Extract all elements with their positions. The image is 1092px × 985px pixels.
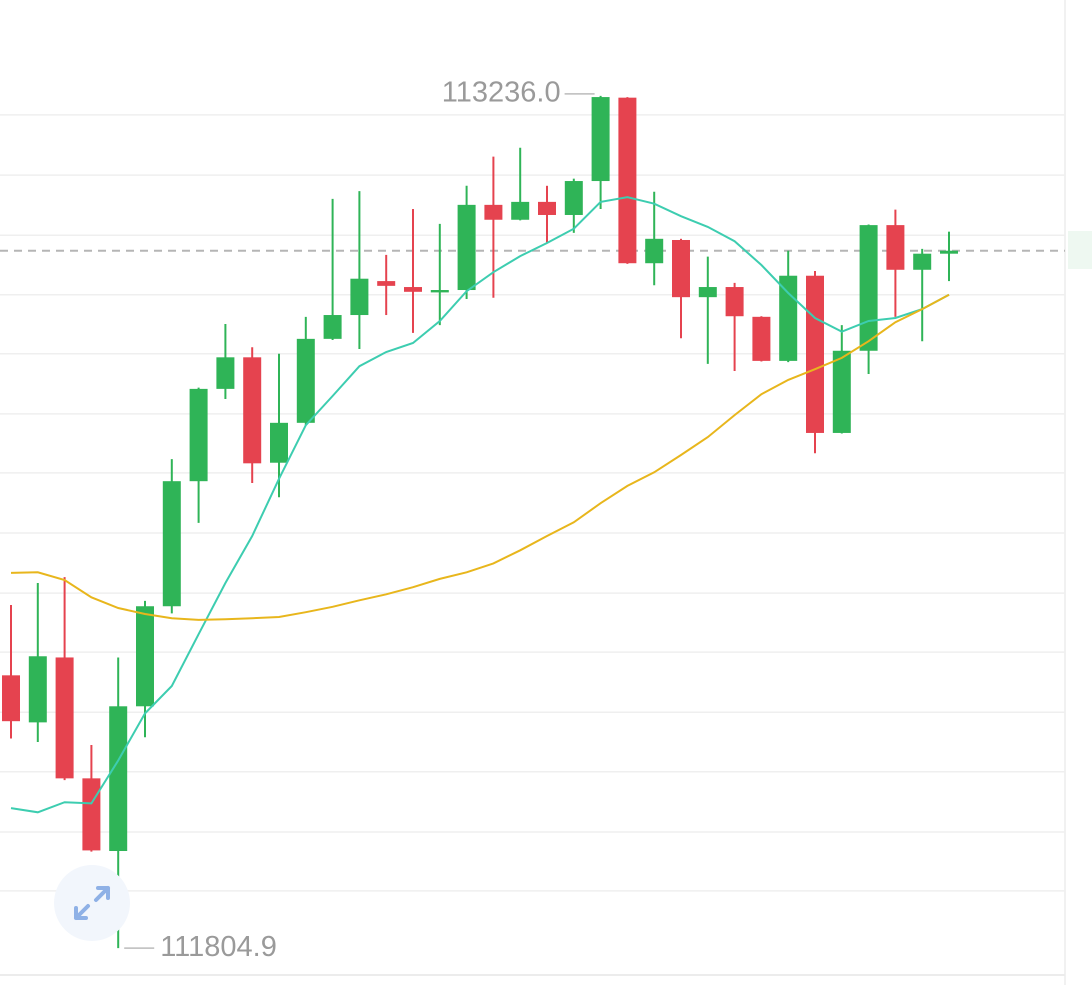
candle-body xyxy=(511,201,530,220)
candle-body xyxy=(216,357,235,389)
expand-icon[interactable] xyxy=(74,886,110,920)
candle-body xyxy=(430,290,449,293)
expand-bg[interactable] xyxy=(54,865,130,941)
candle-body xyxy=(752,316,771,361)
candle-body xyxy=(591,97,610,182)
candle-body xyxy=(725,287,744,317)
moving-average xyxy=(10,196,950,814)
candle-body xyxy=(913,253,932,270)
candle-body xyxy=(350,278,369,316)
high-label: 113236.0 xyxy=(442,77,561,109)
candle-body xyxy=(82,778,101,851)
candle-body xyxy=(296,338,315,423)
low-label: 111804.9 xyxy=(160,931,277,963)
plot: 113236.0 111804.9 xyxy=(0,77,1065,963)
candle-body xyxy=(55,657,74,779)
price-tag xyxy=(1068,231,1092,269)
grid xyxy=(0,114,1065,892)
candle-body xyxy=(645,238,664,264)
candle-body xyxy=(243,357,262,464)
candle-body xyxy=(457,204,476,291)
candle-body xyxy=(2,675,20,722)
candle-body xyxy=(136,606,154,707)
candle-body xyxy=(162,481,181,607)
candle-body xyxy=(698,287,717,298)
candle-body xyxy=(564,181,583,215)
expand-button[interactable] xyxy=(54,865,130,941)
moving-average xyxy=(10,293,950,621)
candle-body xyxy=(886,225,905,270)
candle-body xyxy=(404,287,422,292)
candle-body xyxy=(859,225,878,351)
candle-body xyxy=(779,275,798,361)
candle-body xyxy=(323,315,342,339)
candle-body xyxy=(538,201,556,215)
candle-body xyxy=(484,204,503,220)
candle-body xyxy=(672,239,690,298)
candle-body xyxy=(618,97,637,264)
candle-body xyxy=(28,656,47,723)
candle-body xyxy=(832,350,851,433)
candle-body xyxy=(109,706,128,852)
candle-body xyxy=(270,422,288,463)
candle-body xyxy=(940,250,958,254)
candle-body xyxy=(806,275,824,433)
candle-body xyxy=(377,281,396,286)
candle-body xyxy=(189,388,208,482)
